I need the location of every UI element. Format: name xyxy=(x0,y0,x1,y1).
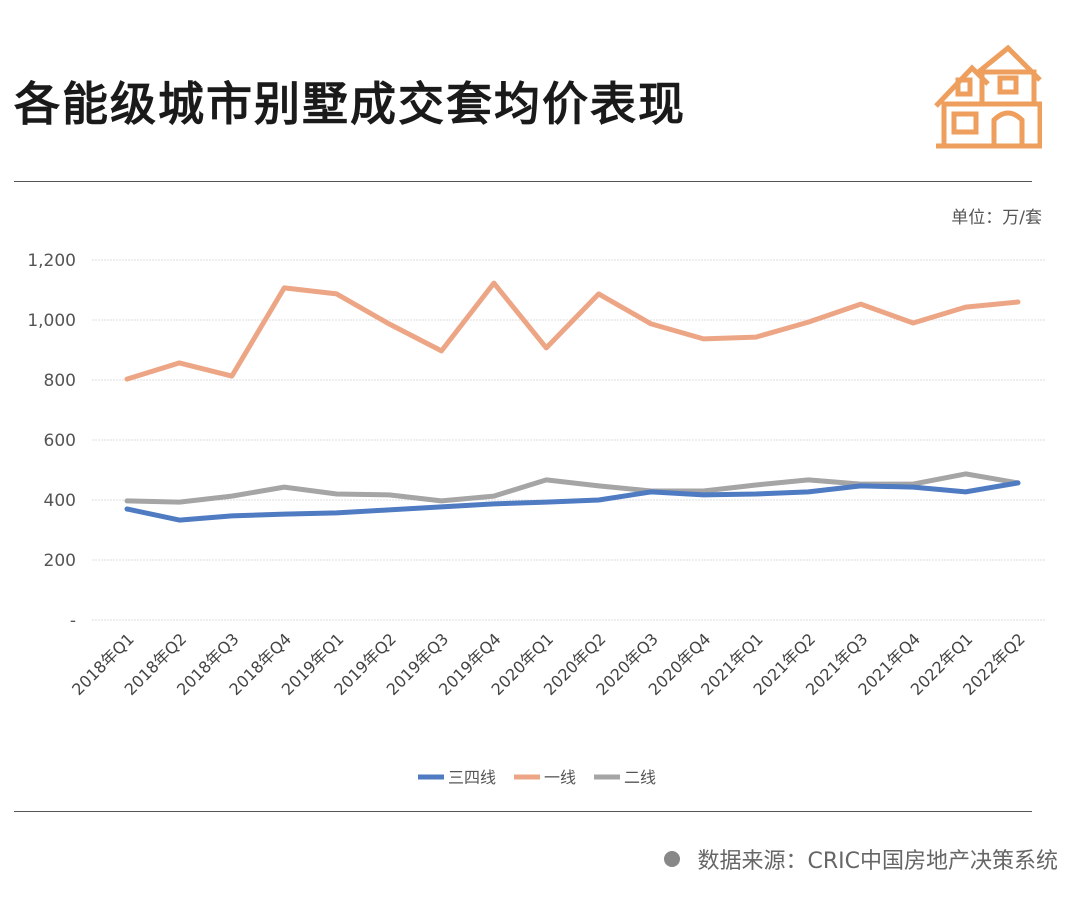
series-line-0 xyxy=(124,480,1021,523)
line-chart: -2004006008001,0001,2002018年Q12018年Q2201… xyxy=(27,251,1046,787)
y-tick-label: - xyxy=(70,611,76,631)
bottom-divider xyxy=(14,811,1032,812)
y-tick-label: 1,000 xyxy=(27,311,76,331)
legend-label: 三四线 xyxy=(448,768,496,787)
house-icon xyxy=(934,44,1042,149)
bullet-icon xyxy=(663,851,680,867)
series-line-1 xyxy=(124,280,1021,382)
y-tick-label: 200 xyxy=(44,551,76,571)
y-tick-label: 400 xyxy=(44,491,76,511)
y-tick-label: 600 xyxy=(44,431,76,451)
source-note: 数据来源：CRIC中国房地产决策系统 xyxy=(663,843,1059,875)
top-divider xyxy=(14,181,1032,182)
page-title: 各能级城市别墅成交套均价表现 xyxy=(14,77,686,131)
y-tick-label: 1,200 xyxy=(27,251,76,271)
legend-label: 一线 xyxy=(544,768,576,787)
source-text: 数据来源：CRIC中国房地产决策系统 xyxy=(697,849,1059,874)
legend-label: 二线 xyxy=(624,768,656,787)
unit-label: 单位：万/套 xyxy=(951,208,1042,228)
y-tick-label: 800 xyxy=(44,371,76,391)
